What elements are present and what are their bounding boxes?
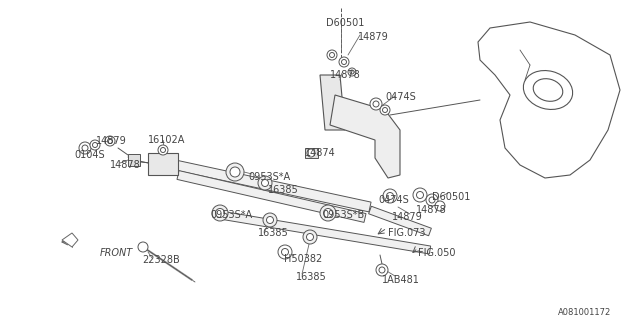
Circle shape	[307, 234, 314, 241]
Polygon shape	[62, 233, 78, 247]
Text: 14878: 14878	[110, 160, 141, 170]
Polygon shape	[330, 95, 400, 178]
Circle shape	[282, 249, 289, 255]
Text: 14874: 14874	[305, 148, 336, 158]
Circle shape	[263, 213, 277, 227]
Text: 0953S*A: 0953S*A	[210, 210, 252, 220]
Text: 14878: 14878	[416, 205, 447, 215]
Circle shape	[413, 188, 427, 202]
Text: 0953S*A: 0953S*A	[248, 172, 290, 182]
Circle shape	[93, 142, 97, 148]
Circle shape	[435, 201, 445, 211]
Circle shape	[105, 136, 115, 146]
Circle shape	[379, 267, 385, 273]
Text: 22328B: 22328B	[142, 255, 180, 265]
Ellipse shape	[533, 79, 563, 101]
Circle shape	[387, 193, 394, 199]
Text: 0953S*B: 0953S*B	[322, 210, 364, 220]
Polygon shape	[148, 153, 178, 175]
Circle shape	[327, 50, 337, 60]
Circle shape	[262, 180, 269, 187]
Circle shape	[370, 98, 382, 110]
Polygon shape	[220, 211, 431, 254]
Text: 0104S: 0104S	[74, 150, 104, 160]
Circle shape	[339, 57, 349, 67]
Circle shape	[417, 191, 424, 198]
Circle shape	[226, 163, 244, 181]
Circle shape	[90, 140, 100, 150]
Circle shape	[230, 167, 240, 177]
Circle shape	[342, 60, 346, 65]
Circle shape	[158, 145, 168, 155]
Text: 14879: 14879	[392, 212, 423, 222]
Text: FIG.073: FIG.073	[388, 228, 426, 238]
Text: H50382: H50382	[284, 254, 323, 264]
Polygon shape	[369, 206, 431, 236]
Text: 1AB481: 1AB481	[382, 275, 420, 285]
Circle shape	[278, 245, 292, 259]
Text: 0474S: 0474S	[385, 92, 416, 102]
Circle shape	[79, 142, 91, 154]
Polygon shape	[177, 171, 366, 222]
Text: 14879: 14879	[358, 32, 388, 42]
Text: 14879: 14879	[96, 136, 127, 146]
Text: FIG.050: FIG.050	[418, 248, 456, 258]
Circle shape	[323, 209, 333, 218]
Circle shape	[348, 68, 356, 76]
Circle shape	[216, 209, 225, 218]
Circle shape	[161, 148, 166, 153]
Circle shape	[108, 139, 113, 143]
Circle shape	[266, 217, 273, 223]
Text: 0474S: 0474S	[378, 195, 409, 205]
Circle shape	[258, 176, 272, 190]
Ellipse shape	[524, 70, 573, 109]
Text: FRONT: FRONT	[100, 248, 133, 258]
Circle shape	[307, 149, 315, 157]
Text: 16102A: 16102A	[148, 135, 186, 145]
Circle shape	[383, 108, 387, 113]
Circle shape	[330, 52, 335, 58]
Text: 16385: 16385	[296, 272, 327, 282]
Polygon shape	[478, 22, 620, 178]
Circle shape	[383, 189, 397, 203]
Circle shape	[376, 264, 388, 276]
Text: 14878: 14878	[330, 70, 361, 80]
Circle shape	[82, 145, 88, 151]
Circle shape	[429, 197, 435, 203]
Polygon shape	[320, 75, 345, 130]
Circle shape	[350, 70, 354, 74]
Circle shape	[138, 242, 148, 252]
Polygon shape	[128, 154, 140, 166]
Text: D60501: D60501	[326, 18, 364, 28]
Polygon shape	[174, 160, 371, 212]
Circle shape	[212, 205, 228, 221]
Text: 16385: 16385	[258, 228, 289, 238]
Polygon shape	[305, 148, 318, 158]
Text: A081001172: A081001172	[558, 308, 611, 317]
Circle shape	[320, 205, 336, 221]
Circle shape	[380, 105, 390, 115]
Circle shape	[303, 230, 317, 244]
Circle shape	[373, 101, 379, 107]
Text: D60501: D60501	[432, 192, 470, 202]
Text: 16385: 16385	[268, 185, 299, 195]
Circle shape	[426, 194, 438, 206]
